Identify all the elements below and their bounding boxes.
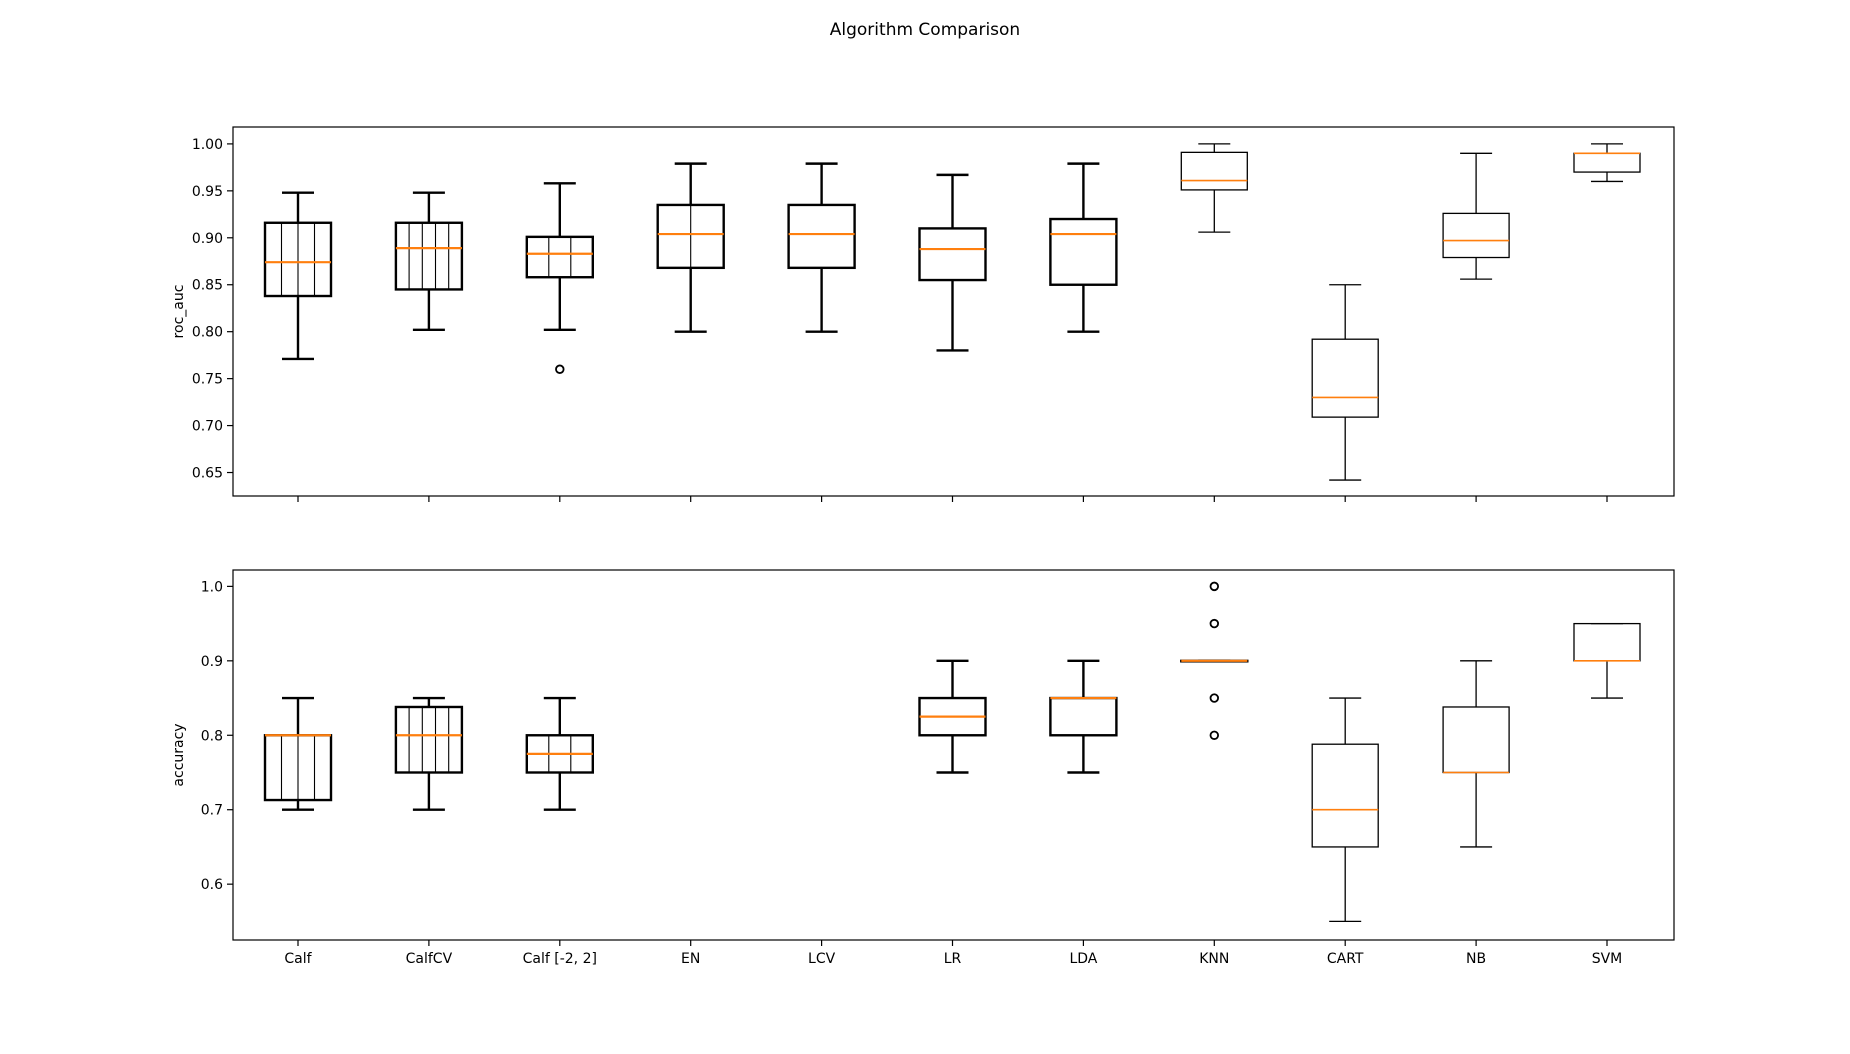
x-tick-label: LR (944, 951, 962, 967)
plot-frame (232, 126, 1675, 497)
box-body (1049, 696, 1118, 737)
box-CART (1311, 284, 1379, 481)
box-CalfCV (394, 191, 464, 332)
outlier-point (1209, 581, 1219, 592)
y-tick-label: 0.85 (192, 278, 223, 294)
box-Calf [-2, 2] (525, 182, 594, 374)
y-tick-label: 0.80 (192, 325, 223, 341)
outlier-point (1209, 693, 1219, 703)
box-Calf [-2, 2] (525, 696, 594, 811)
box-SVM (1573, 143, 1641, 183)
x-tick-label: CART (1327, 951, 1364, 967)
box-SVM (1573, 622, 1641, 699)
y-tick-label: 0.8 (201, 728, 223, 744)
box-body (1311, 338, 1379, 418)
y-tick-label: 0.90 (192, 231, 223, 247)
y-tick-label: 0.95 (192, 184, 223, 200)
y-axis-label: accuracy (171, 723, 187, 786)
box-body (1180, 151, 1248, 191)
box-LDA (1049, 162, 1118, 333)
box-body (1573, 622, 1641, 662)
y-tick-label: 0.7 (201, 803, 223, 819)
y-tick-label: 0.65 (192, 466, 223, 482)
plot-frame (232, 569, 1675, 941)
y-tick-label: 1.00 (192, 137, 223, 153)
box-body (787, 203, 856, 270)
x-tick-label: EN (681, 951, 700, 967)
chart-title: Algorithm Comparison (830, 20, 1020, 40)
box-body (1573, 152, 1641, 173)
outlier-point (1209, 618, 1219, 629)
box-LDA (1049, 659, 1118, 774)
x-tick-label: KNN (1199, 951, 1229, 967)
box-body (1442, 706, 1510, 774)
y-tick-label: 0.6 (201, 877, 223, 893)
x-tick-label: CalfCV (406, 951, 453, 967)
y-tick-label: 0.70 (192, 419, 223, 435)
box-NB (1442, 660, 1510, 848)
box-Calf (263, 191, 333, 361)
y-tick-label: 0.9 (201, 654, 223, 670)
x-tick-label: SVM (1592, 951, 1623, 967)
roc-auc-panel: 0.65 0.70 0.75 0.80 0.85 0.90 0.95 1.00 roc_auc (171, 126, 1675, 502)
box-body (394, 221, 464, 291)
box-body (918, 227, 987, 282)
y-tick-label: 0.75 (192, 372, 223, 388)
box-LR (918, 173, 987, 352)
box-LR (918, 659, 987, 774)
box-EN (656, 162, 725, 333)
y-axis-label: roc_auc (171, 285, 187, 339)
box-body (1442, 212, 1510, 259)
outlier-point (555, 364, 565, 374)
box-KNN (1180, 581, 1249, 740)
box-body (525, 235, 594, 279)
x-tick-label: Calf [-2, 2] (523, 951, 597, 967)
box-CalfCV (394, 696, 464, 811)
y-tick-label: 1.0 (201, 579, 223, 595)
box-body (1049, 217, 1118, 286)
x-tick-label: LDA (1069, 951, 1097, 967)
outlier-point (1209, 730, 1219, 740)
x-tick-label: LCV (808, 951, 836, 967)
accuracy-panel: 0.6 0.7 0.8 0.9 1.0 accuracy Calf CalfCV Calf [-… (171, 569, 1675, 967)
x-tick-label: NB (1466, 951, 1486, 967)
box-KNN (1180, 143, 1248, 233)
box-CART (1311, 697, 1379, 923)
box-Calf (263, 696, 333, 811)
x-tick-label: Calf (284, 951, 312, 967)
box-body (1311, 743, 1379, 848)
box-LCV (787, 162, 856, 333)
box-body (394, 705, 464, 774)
box-NB (1442, 152, 1510, 280)
